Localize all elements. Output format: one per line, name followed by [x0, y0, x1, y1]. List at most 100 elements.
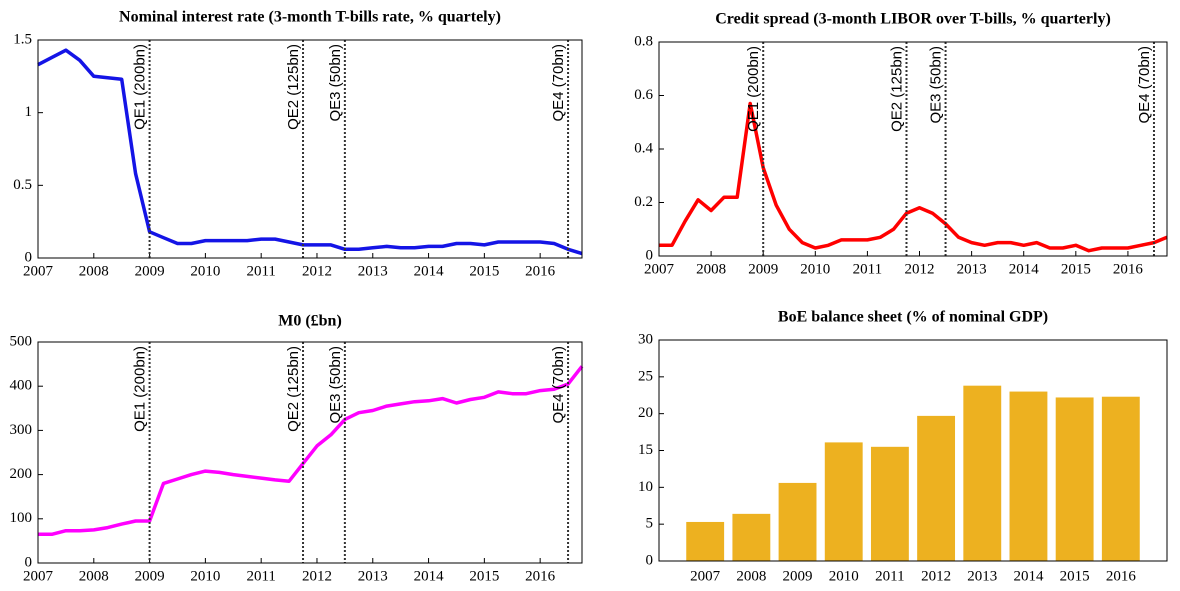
event-label: QE2 (125bn) [285, 346, 302, 432]
x-tick-label: 2008 [736, 568, 766, 584]
y-tick-label: 400 [10, 378, 33, 394]
event-label: QE3 (50bn) [327, 44, 344, 122]
line-series [659, 101, 1168, 253]
chart-title: Credit spread (3-month LIBOR over T-bill… [715, 11, 1111, 28]
axes-box [658, 41, 1168, 257]
y-tick-label: 500 [10, 333, 33, 349]
event-label: QE4 (70bn) [550, 44, 567, 122]
y-tick-label: 0 [646, 247, 654, 263]
y-tick-label: 30 [638, 331, 653, 347]
x-tick-label: 2010 [190, 568, 220, 584]
y-tick-label: 1 [25, 104, 33, 120]
x-tick-label: 2009 [783, 568, 813, 584]
y-tick-label: 0.2 [634, 194, 653, 210]
chart-title: BoE balance sheet (% of nominal GDP) [778, 309, 1048, 326]
x-tick-label: 2008 [696, 261, 726, 277]
event-label: QE2 (125bn) [285, 44, 302, 130]
event-label: QE4 (70bn) [1136, 46, 1153, 124]
x-tick-label: 2015 [469, 568, 499, 584]
event-label: QE3 (50bn) [327, 346, 344, 424]
x-tick-label: 2010 [190, 263, 220, 279]
x-tick-label: 2011 [853, 261, 882, 277]
event-label: QE1 (200bn) [132, 346, 149, 432]
event-label: QE3 (50bn) [928, 46, 945, 124]
event-label: QE1 (200bn) [132, 44, 149, 130]
y-tick-label: 100 [10, 510, 33, 526]
y-tick-label: 0 [25, 554, 33, 570]
y-tick-label: 0.8 [634, 33, 653, 49]
subplot: Nominal interest rate (3-month T-bills r… [13, 9, 583, 279]
x-tick-label: 2012 [921, 568, 951, 584]
x-tick-label: 2008 [79, 263, 109, 279]
y-tick-label: 25 [638, 368, 653, 384]
event-label: QE4 (70bn) [550, 346, 567, 424]
y-tick-label: 300 [10, 422, 33, 438]
x-tick-label: 2013 [358, 263, 388, 279]
x-tick-label: 2010 [829, 568, 859, 584]
y-tick-label: 0.6 [634, 87, 653, 103]
event-label: QE2 (125bn) [888, 46, 905, 132]
axes-box [658, 339, 1168, 562]
subplot: M0 (£bn) 0 100 200 300 400 500 2007 2008 2009 2010… [10, 313, 584, 584]
bar [824, 442, 863, 561]
chart-title: M0 (£bn) [278, 313, 342, 330]
subplot: BoE balance sheet (% of nominal GDP) 0 5 10… [638, 309, 1168, 584]
x-tick-label: 2014 [414, 263, 445, 279]
x-tick-label: 2016 [525, 568, 556, 584]
bar [686, 521, 725, 561]
x-tick-label: 2011 [875, 568, 904, 584]
bar [1055, 397, 1094, 561]
y-tick-label: 10 [638, 479, 653, 495]
x-tick-label: 2007 [644, 261, 675, 277]
x-tick-label: 2009 [748, 261, 778, 277]
x-tick-label: 2013 [957, 261, 987, 277]
line-series [37, 48, 583, 256]
x-tick-label: 2015 [1060, 568, 1090, 584]
x-tick-label: 2016 [525, 263, 556, 279]
y-tick-label: 200 [10, 466, 33, 482]
y-tick-label: 0 [646, 552, 654, 568]
chart-title: Nominal interest rate (3-month T-bills r… [119, 9, 501, 26]
bar [1101, 396, 1140, 561]
axes-box [37, 341, 583, 564]
x-tick-label: 2016 [1113, 261, 1144, 277]
bar [917, 415, 956, 561]
x-tick-label: 2011 [246, 568, 275, 584]
x-tick-label: 2011 [246, 263, 275, 279]
line-series [38, 365, 584, 537]
x-tick-label: 2008 [79, 568, 109, 584]
y-tick-label: 0.4 [634, 140, 653, 156]
x-tick-label: 2012 [302, 568, 332, 584]
y-tick-label: 0 [25, 249, 33, 265]
axes-box [37, 39, 583, 259]
x-tick-label: 2012 [905, 261, 935, 277]
x-tick-label: 2014 [1009, 261, 1040, 277]
x-tick-label: 2014 [414, 568, 445, 584]
x-tick-label: 2009 [135, 568, 165, 584]
y-tick-label: 20 [638, 405, 653, 421]
bar [732, 513, 771, 561]
x-tick-label: 2016 [1106, 568, 1137, 584]
bar [870, 446, 909, 561]
x-tick-label: 2015 [469, 263, 499, 279]
subplot: Credit spread (3-month LIBOR over T-bill… [634, 11, 1168, 277]
y-tick-label: 1.5 [13, 31, 32, 47]
x-tick-label: 2013 [358, 568, 388, 584]
x-tick-label: 2007 [23, 263, 54, 279]
y-tick-label: 15 [638, 442, 653, 458]
bar [963, 385, 1002, 561]
x-tick-label: 2010 [800, 261, 830, 277]
x-tick-label: 2014 [1013, 568, 1044, 584]
x-tick-label: 2012 [302, 263, 332, 279]
y-tick-label: 5 [646, 516, 654, 532]
event-label: QE1 (200bn) [745, 46, 762, 132]
x-tick-label: 2007 [23, 568, 54, 584]
bar [1009, 391, 1048, 561]
x-tick-label: 2007 [690, 568, 721, 584]
x-tick-label: 2013 [967, 568, 997, 584]
bar [778, 482, 817, 561]
x-tick-label: 2015 [1061, 261, 1091, 277]
y-tick-label: 0.5 [13, 177, 32, 193]
x-tick-label: 2009 [135, 263, 165, 279]
